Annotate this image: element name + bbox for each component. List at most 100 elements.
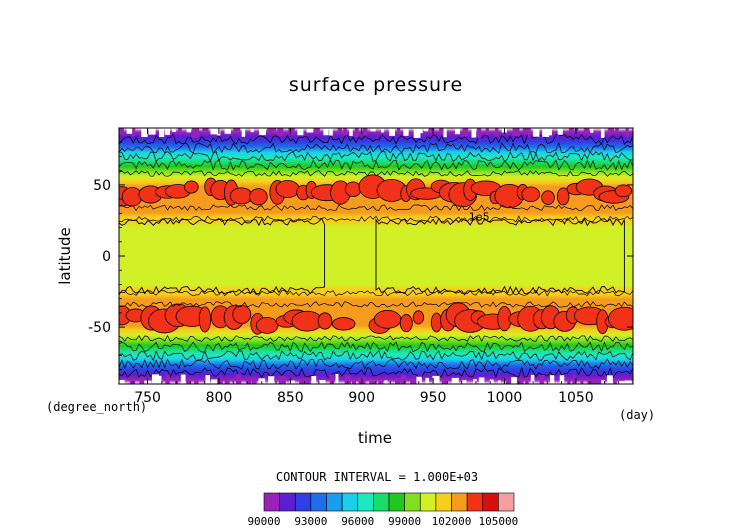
polar-edge-mark [418,128,423,134]
high-pressure-cell [331,317,356,331]
colorbar-tick-label: 96000 [341,515,374,528]
polar-edge-mark [613,380,617,384]
polar-edge-mark [313,128,320,133]
polar-edge-mark [532,128,540,137]
polar-edge-mark [362,128,368,135]
polar-edge-mark [369,380,377,384]
polar-edge-mark [547,128,553,136]
polar-edge-mark [268,376,275,384]
polar-edge-mark [194,379,199,384]
polar-edge-mark [397,128,401,134]
polar-edge-mark [352,379,356,384]
polar-edge-mark [337,128,343,132]
polar-edge-mark [511,377,517,384]
colorbar [263,492,515,512]
polar-edge-mark [335,374,339,384]
high-pressure-cell [430,312,443,333]
polar-edge-mark [236,374,242,384]
x-tick-label: 800 [206,390,233,406]
colorbar-swatch [310,492,327,512]
polar-edge-mark [451,377,459,384]
contour-line [119,334,633,342]
colorbar-tick-label: 102000 [432,515,472,528]
polar-edge-mark [288,128,295,135]
polar-edge-mark [251,377,257,384]
polar-edge-mark [180,374,186,384]
polar-edge-mark [462,128,469,137]
polar-edge-mark [489,379,494,384]
y-axis-unit: (degree_north) [46,400,147,414]
polar-edge-mark [319,380,326,384]
polar-edge-mark [471,128,477,138]
polar-edge-mark [158,375,162,384]
contour-label: 1e5 [469,210,490,223]
polar-edge-mark [250,128,254,133]
polar-edge-mark [395,378,401,384]
polar-edge-mark [439,128,446,135]
polar-edge-mark [267,128,274,133]
polar-edge-mark [497,380,501,384]
polar-edge-mark [224,128,231,134]
y-axis-ticks: 50 0 -50 [88,141,633,371]
polar-edge-mark [473,378,477,384]
polar-edge-mark [527,128,531,138]
polar-edge-mark [384,380,388,384]
polar-edge-mark [210,379,218,384]
colorbar-swatch [279,492,296,512]
x-tick-label: 1050 [558,390,594,406]
polar-edge-mark [542,128,550,137]
polar-edge-mark [559,375,565,384]
polar-edge-mark [344,375,352,384]
polar-edge-mark [550,375,555,384]
colorbar-swatch [482,492,499,512]
polar-edge-mark [299,378,307,384]
polar-edge-mark [400,374,407,384]
polar-edge-mark [625,128,629,138]
contour-line-1e5 [119,217,326,295]
polar-edge-mark [416,376,422,384]
polar-edge-mark [583,128,590,135]
polar-edge-mark [210,128,218,135]
polar-edge-mark [217,378,223,384]
plot-area: 1e5 [118,127,634,385]
chart-title: surface pressure [289,74,463,96]
polar-edge-mark [454,128,461,135]
polar-edge-mark [423,128,429,132]
polar-edge-mark [289,380,296,384]
polar-edge-mark [139,376,145,384]
colorbar-swatch [466,492,484,512]
polar-edge-mark [557,128,563,135]
colorbar-swatch [373,492,390,512]
polar-edge-mark [410,379,417,384]
contour-line [119,289,633,297]
polar-edge-mark [177,128,182,134]
high-pressure-cell [317,312,333,330]
polar-edge-mark [380,128,385,133]
polar-edge-mark [329,128,333,136]
polar-edge-mark [590,128,594,133]
colorbar-tick-label: 90000 [247,515,280,528]
high-pressure-cell [198,306,212,333]
polar-edge-mark [462,379,467,384]
polar-edge-mark [164,128,171,135]
polar-edge-mark [305,379,311,384]
polar-edge-mark [175,376,179,384]
high-pressure-cell [556,187,570,206]
contour-line [119,366,633,379]
colorbar-swatch [357,492,374,512]
polar-edge-mark [600,128,605,138]
polar-edge-mark [477,128,482,138]
polar-edge-mark [241,128,246,137]
polar-edge-mark [119,379,125,384]
high-pressure-cell [412,310,425,325]
colorbar-swatch [419,492,437,512]
pressure-field: 1e5 [119,128,633,384]
polar-edge-mark [141,128,148,138]
polar-edge-mark [132,128,136,137]
polar-edge-mark [233,128,240,132]
colorbar-swatch [435,492,452,512]
contour-line [119,170,633,177]
polar-edge-mark [159,128,165,138]
x-tick-label: 750 [134,390,161,406]
